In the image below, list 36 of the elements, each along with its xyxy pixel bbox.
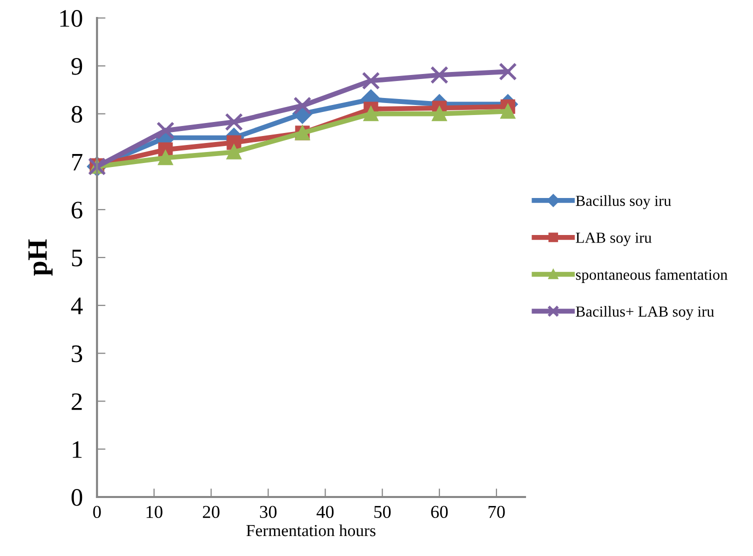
point [500, 104, 516, 119]
x-tick-label: 50 [374, 506, 391, 518]
point [362, 72, 380, 90]
y-tick-label: 9 [71, 58, 82, 75]
y-tick-label: 1 [72, 441, 82, 458]
y-tick-label: 8 [72, 106, 82, 123]
point [226, 144, 242, 160]
x-tick-label: 30 [260, 506, 277, 518]
x-axis-title: Fermentation hours [246, 524, 376, 536]
x-tick-label: 70 [488, 506, 505, 518]
legend-label: Bacillus+ LAB soy iru [576, 306, 714, 320]
y-tick-label: 6 [72, 202, 82, 219]
point [224, 112, 243, 131]
legend-label: spontaneous famentation [576, 268, 728, 283]
y-axis-title: pH [28, 239, 53, 276]
point [364, 106, 378, 122]
x-tick-label: 0 [93, 506, 101, 518]
legend-label: LAB soy iru [576, 232, 652, 246]
x-tick-label: 20 [202, 506, 220, 518]
point [498, 62, 517, 81]
y-tick-label: 5 [72, 250, 82, 266]
x-tick-label: 40 [316, 506, 334, 518]
x-tick-label: 10 [146, 506, 162, 518]
point [432, 106, 447, 122]
y-tick-label: 0 [72, 489, 82, 506]
y-tick-label: 2 [72, 393, 82, 410]
point [156, 122, 175, 140]
y-tick-label: 4 [71, 298, 83, 314]
point [158, 150, 173, 166]
y-tick-label: 7 [72, 154, 82, 170]
point [430, 66, 448, 84]
y-tick-label: 3 [72, 345, 82, 362]
x-tick-label: 60 [431, 506, 448, 518]
y-tick-label: 10 [60, 10, 82, 27]
legend-label: Bacillus soy iru [576, 195, 672, 210]
point [293, 96, 312, 115]
